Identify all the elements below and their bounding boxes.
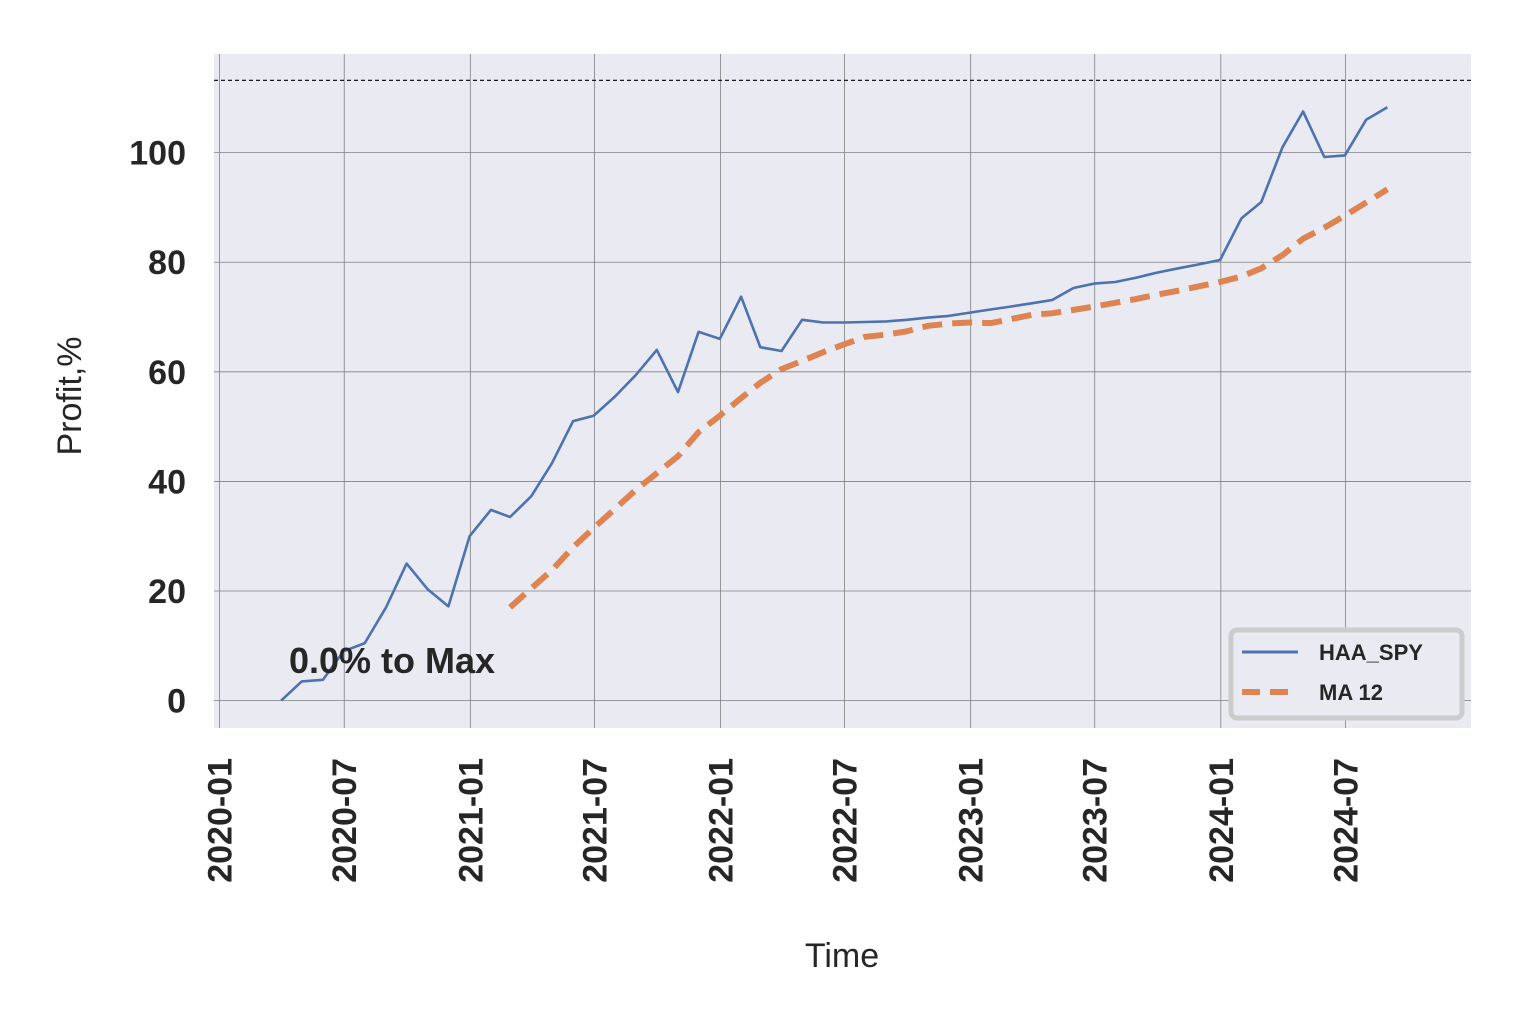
y-tick-label: 40 [148,463,186,501]
legend: HAA_SPY MA 12 [1228,627,1465,721]
plot-area [214,54,1471,728]
x-tick-label: 2024-07 [1328,758,1366,883]
x-tick-label: 2022-01 [703,758,741,883]
tick-labels: 0 20 40 60 80 100 2020-01 2020-07 2021-01 2021-07… [129,135,1365,883]
x-tick-label: 2024-01 [1203,758,1241,883]
grid [214,54,1471,728]
y-axis-label: Profit,% [51,336,89,455]
x-tick-label: 2023-07 [1077,758,1115,883]
x-axis-label: Time [805,937,879,975]
x-tick-label: 2023-01 [953,758,991,883]
y-tick-label: 100 [129,135,186,173]
x-tick-label: 2020-07 [326,758,364,883]
x-tick-label: 2021-01 [452,758,490,883]
ma12-line [508,186,1389,610]
y-tick-label: 80 [148,244,186,282]
legend-label-haa-spy: HAA_SPY [1319,640,1423,665]
legend-label-ma12: MA 12 [1319,680,1383,705]
haa-spy-line [280,106,1389,702]
x-tick-label: 2020-01 [201,758,239,883]
x-tick-label: 2021-07 [576,758,614,883]
y-tick-label: 0 [167,683,186,721]
max-annotation: 0.0% to Max [289,640,495,681]
y-tick-label: 60 [148,354,186,392]
y-tick-label: 20 [148,573,186,611]
x-tick-label: 2022-07 [827,758,865,883]
series-layer [280,106,1389,702]
